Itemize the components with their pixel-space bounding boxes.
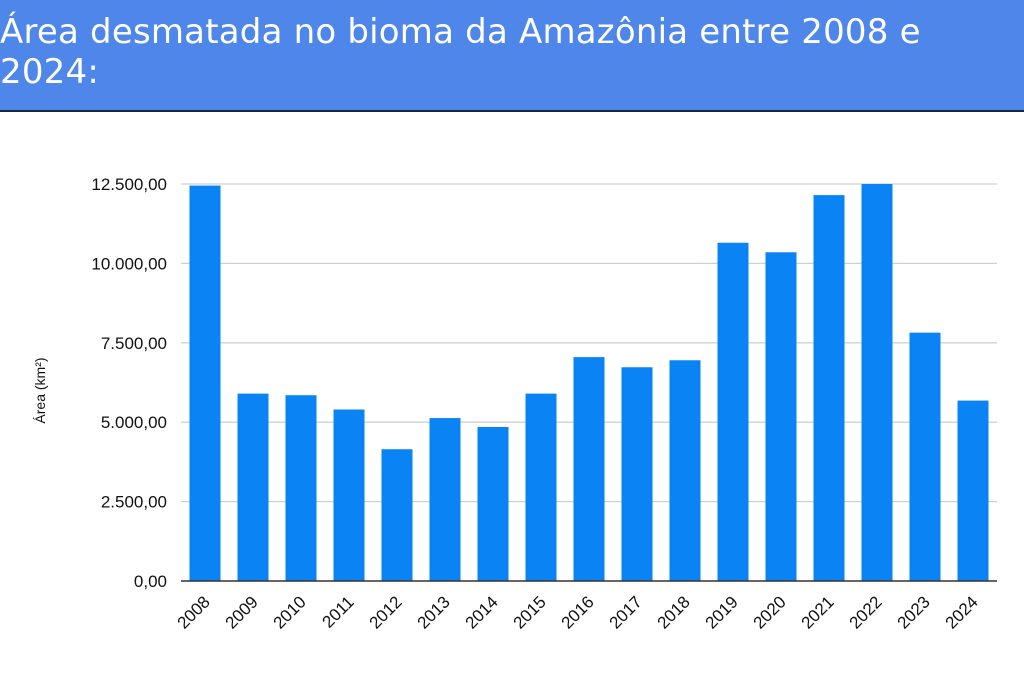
- bar-2012: [381, 449, 413, 581]
- x-tick-label: 2021: [798, 592, 838, 632]
- bar-2013: [429, 418, 461, 581]
- y-tick-label: 12.500,00: [91, 175, 167, 194]
- bar-2015: [525, 393, 557, 581]
- y-tick-label: 10.000,00: [91, 254, 167, 273]
- x-tick-label: 2014: [462, 592, 502, 632]
- y-tick-label: 0,00: [134, 572, 167, 591]
- bar-2011: [333, 409, 365, 581]
- bar-2017: [621, 367, 653, 581]
- bar-2023: [909, 332, 941, 581]
- chart-area: 0,00 2.500,00 5.000,00 7.500,00 10.000,00 12.…: [0, 112, 1024, 682]
- bar-2016: [573, 357, 605, 581]
- x-tick-label: 2022: [846, 592, 886, 632]
- bar-2019: [717, 242, 749, 582]
- chart-title: Área desmatada no bioma da Amazônia entr…: [0, 12, 921, 92]
- bar-2018: [669, 360, 701, 581]
- x-tick-label: 2017: [606, 592, 646, 632]
- chart-header: Área desmatada no bioma da Amazônia entr…: [0, 0, 1024, 112]
- bar-2024: [957, 400, 989, 581]
- x-tick-label: 2020: [750, 592, 790, 632]
- y-tick-label: 7.500,00: [101, 334, 167, 353]
- x-tick-label: 2016: [558, 592, 598, 632]
- x-tick-label: 2009: [222, 592, 262, 632]
- x-tick-label: 2015: [510, 592, 550, 632]
- bar-2022: [861, 184, 893, 581]
- x-tick-label: 2008: [174, 592, 214, 632]
- y-axis-title: Área (km²): [32, 357, 48, 423]
- bars: [189, 184, 989, 582]
- x-tick-label: 2012: [366, 592, 406, 632]
- x-tick-label: 2013: [414, 592, 454, 632]
- bar-2008: [189, 185, 221, 581]
- bar-chart: 0,00 2.500,00 5.000,00 7.500,00 10.000,00 12.…: [32, 175, 997, 633]
- x-tick-label: 2024: [942, 592, 982, 632]
- x-tick-label: 2018: [654, 592, 694, 632]
- x-tick-label: 2010: [270, 592, 310, 632]
- bar-2021: [813, 195, 845, 581]
- bar-2009: [237, 393, 269, 581]
- x-tick-label: 2019: [702, 592, 742, 632]
- y-tick-label: 2.500,00: [101, 493, 167, 512]
- bar-2020: [765, 252, 797, 581]
- y-tick-label: 5.000,00: [101, 413, 167, 432]
- bar-2010: [285, 395, 317, 581]
- gridlines: [181, 183, 997, 503]
- bar-2014: [477, 426, 509, 581]
- x-tick-label: 2023: [894, 592, 934, 632]
- x-tick-label: 2011: [319, 592, 358, 631]
